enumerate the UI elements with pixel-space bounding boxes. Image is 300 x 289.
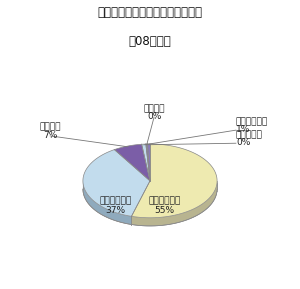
Text: 7%: 7% <box>43 131 57 140</box>
Text: 37%: 37% <box>106 206 126 215</box>
Text: 鉄道その他: 鉄道その他 <box>236 130 263 139</box>
Polygon shape <box>114 144 150 181</box>
Text: 55%: 55% <box>155 206 175 215</box>
Polygon shape <box>131 183 217 226</box>
Text: 営業用自動車: 営業用自動車 <box>148 197 181 205</box>
Polygon shape <box>148 144 150 181</box>
Polygon shape <box>83 150 150 216</box>
Text: 0%: 0% <box>236 138 250 147</box>
Text: 1%: 1% <box>236 125 250 134</box>
Text: 0%: 0% <box>147 112 161 121</box>
Polygon shape <box>146 144 150 181</box>
Text: 図２　輸送機関別国内貨物の割合: 図２ 輸送機関別国内貨物の割合 <box>98 6 202 19</box>
Text: 自家用自動車: 自家用自動車 <box>100 197 132 205</box>
Polygon shape <box>142 144 150 181</box>
Polygon shape <box>83 181 131 225</box>
Text: 鉄道（ＪＲ）: 鉄道（ＪＲ） <box>236 117 268 126</box>
Polygon shape <box>131 144 217 218</box>
Text: 内航海運: 内航海運 <box>39 123 61 132</box>
Text: 国内航空: 国内航空 <box>143 104 165 113</box>
Text: （08年度）: （08年度） <box>129 35 171 48</box>
